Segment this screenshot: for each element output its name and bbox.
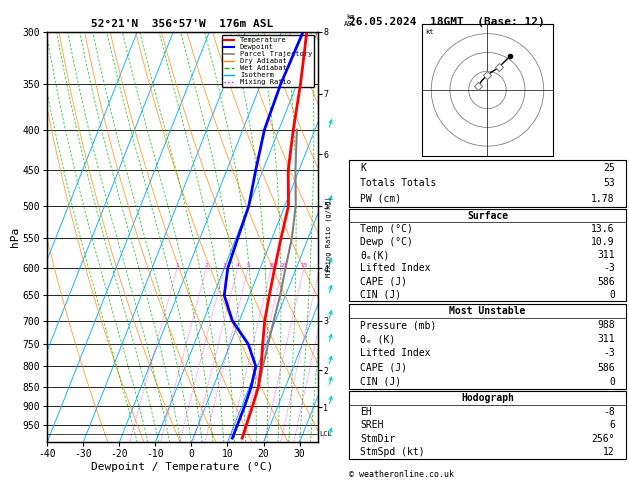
Text: 4: 4 (236, 263, 240, 268)
Legend: Temperature, Dewpoint, Parcel Trajectory, Dry Adiabat, Wet Adiabat, Isotherm, Mi: Temperature, Dewpoint, Parcel Trajectory… (222, 35, 314, 87)
Text: 311: 311 (597, 250, 615, 260)
Text: θₑ(K): θₑ(K) (360, 250, 389, 260)
Text: 0: 0 (609, 377, 615, 387)
Text: LCL: LCL (320, 431, 332, 436)
Text: K: K (360, 163, 366, 173)
Text: 10.9: 10.9 (591, 237, 615, 247)
Text: 25: 25 (603, 163, 615, 173)
Text: Lifted Index: Lifted Index (360, 263, 431, 273)
Text: Pressure (mb): Pressure (mb) (360, 320, 437, 330)
Text: θₑ (K): θₑ (K) (360, 334, 396, 344)
Text: 3: 3 (223, 263, 226, 268)
Text: StmDir: StmDir (360, 434, 396, 444)
Text: SREH: SREH (360, 420, 384, 430)
Text: 2: 2 (204, 263, 208, 268)
Text: 988: 988 (597, 320, 615, 330)
Text: 26.05.2024  18GMT  (Base: 12): 26.05.2024 18GMT (Base: 12) (349, 17, 545, 27)
Text: Dewp (°C): Dewp (°C) (360, 237, 413, 247)
X-axis label: Dewpoint / Temperature (°C): Dewpoint / Temperature (°C) (91, 462, 274, 472)
Text: CAPE (J): CAPE (J) (360, 277, 407, 287)
Y-axis label: hPa: hPa (10, 227, 20, 247)
Text: 10: 10 (279, 263, 286, 268)
Text: © weatheronline.co.uk: © weatheronline.co.uk (349, 469, 454, 479)
Text: Most Unstable: Most Unstable (449, 306, 526, 316)
Text: Surface: Surface (467, 210, 508, 221)
Text: 311: 311 (597, 334, 615, 344)
Text: -3: -3 (603, 263, 615, 273)
Text: 12: 12 (603, 448, 615, 457)
Text: Mixing Ratio (g/kg): Mixing Ratio (g/kg) (326, 196, 332, 278)
Text: 15: 15 (300, 263, 308, 268)
Text: EH: EH (360, 407, 372, 417)
Text: -8: -8 (603, 407, 615, 417)
Text: Hodograph: Hodograph (461, 393, 514, 403)
Text: 586: 586 (597, 277, 615, 287)
Title: 52°21'N  356°57'W  176m ASL: 52°21'N 356°57'W 176m ASL (91, 19, 274, 30)
Text: 53: 53 (603, 178, 615, 189)
Text: 0: 0 (609, 290, 615, 300)
Text: CAPE (J): CAPE (J) (360, 363, 407, 373)
Text: 5: 5 (247, 263, 250, 268)
Text: kt: kt (426, 29, 434, 35)
Text: -3: -3 (603, 348, 615, 358)
Text: km
ASL: km ASL (344, 14, 357, 27)
Text: 586: 586 (597, 363, 615, 373)
Text: Temp (°C): Temp (°C) (360, 224, 413, 234)
Text: 256°: 256° (591, 434, 615, 444)
Text: 8: 8 (269, 263, 273, 268)
Text: 13.6: 13.6 (591, 224, 615, 234)
Text: 1: 1 (175, 263, 179, 268)
Text: Lifted Index: Lifted Index (360, 348, 431, 358)
Text: CIN (J): CIN (J) (360, 290, 401, 300)
Text: Totals Totals: Totals Totals (360, 178, 437, 189)
Text: StmSpd (kt): StmSpd (kt) (360, 448, 425, 457)
Text: 1.78: 1.78 (591, 194, 615, 204)
Text: PW (cm): PW (cm) (360, 194, 401, 204)
Text: CIN (J): CIN (J) (360, 377, 401, 387)
Text: 6: 6 (609, 420, 615, 430)
